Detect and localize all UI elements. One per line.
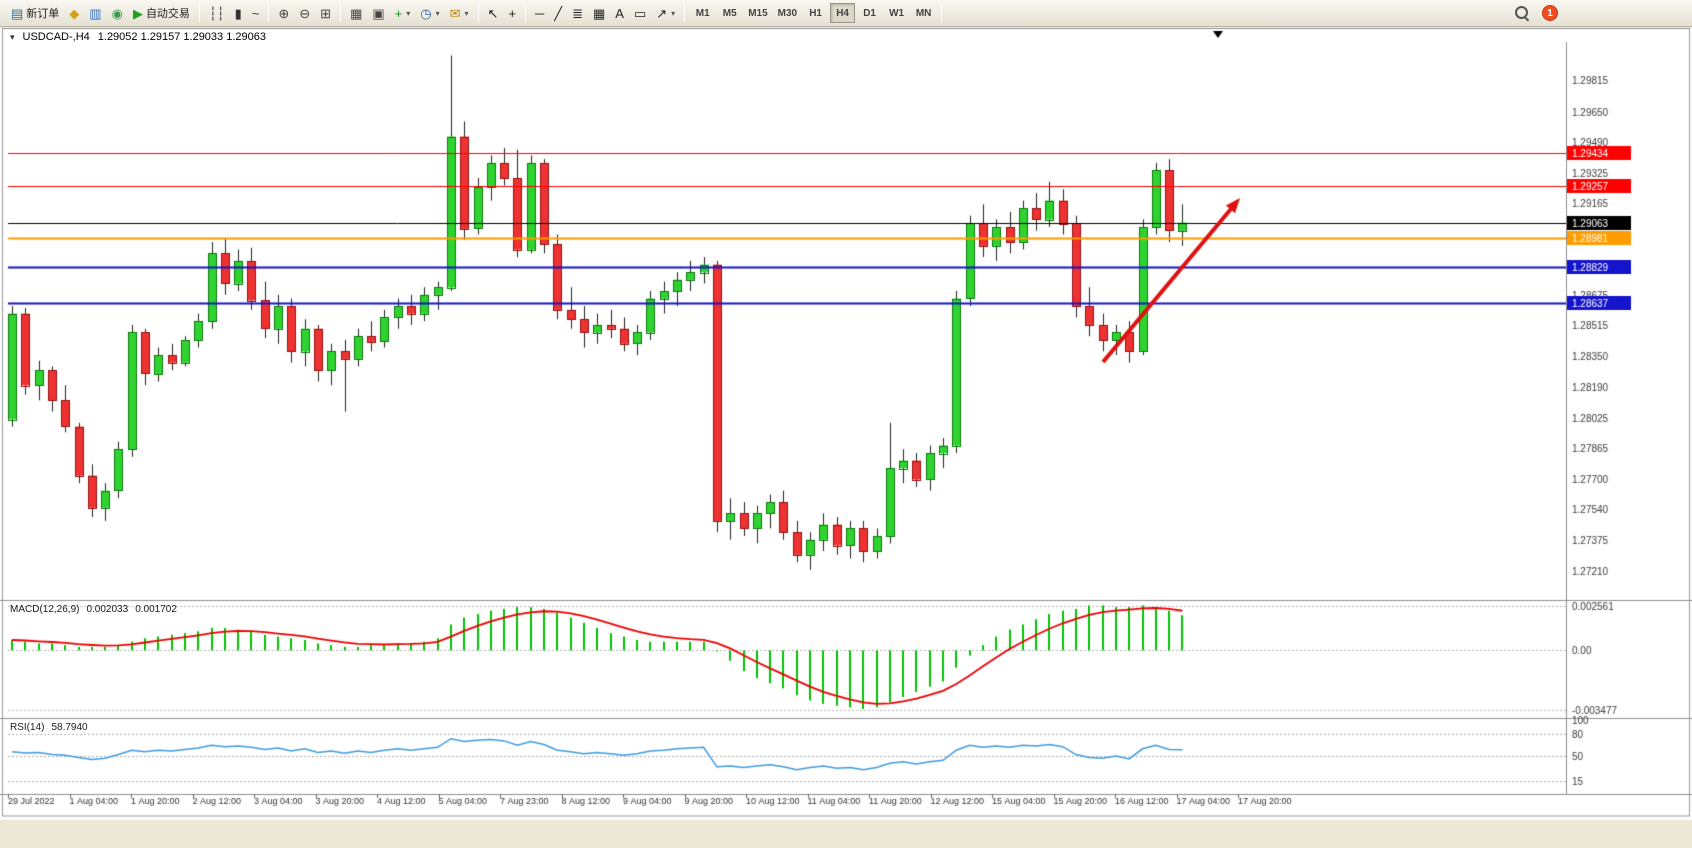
timeframe-d1-button[interactable]: D1: [863, 7, 876, 19]
macd-name: MACD(12,26,9): [10, 604, 80, 615]
dropdown-arrow-icon: ▾: [406, 8, 411, 18]
timeframe-w1-button[interactable]: W1: [889, 7, 905, 19]
timeframe-h4-button[interactable]: H4: [830, 3, 856, 23]
chart-ohlc-quotes: 1.29052 1.29157 1.29033 1.29063: [97, 31, 266, 43]
zoom-in-button[interactable]: ⊕: [273, 2, 294, 24]
text-tool-icon: A: [615, 5, 624, 21]
zoom-in-icon: ⊕: [278, 5, 290, 21]
periods-icon: ◷: [420, 5, 432, 21]
periods-button[interactable]: ◷ ▾: [415, 2, 444, 24]
crosshair-icon: +: [508, 5, 517, 21]
arrange-windows-icon: ▣: [372, 5, 385, 21]
macd-indicator-label: MACD(12,26,9) 0.002033 0.001702: [10, 604, 177, 615]
toolbar-separator: [198, 4, 200, 22]
bar-chart-icon: ┆┆: [208, 5, 225, 21]
crosshair-button[interactable]: +: [503, 2, 521, 24]
chart-profile-button[interactable]: ◆: [64, 2, 84, 24]
cursor-icon: ↖: [487, 5, 499, 21]
macd-signal-value: 0.001702: [135, 604, 177, 615]
market-watch-icon: ▥: [89, 5, 102, 21]
zoom-out-icon: ⊖: [299, 5, 311, 21]
timeframe-m1-button[interactable]: M1: [695, 7, 710, 19]
toolbar-right-cluster: 1: [1515, 5, 1686, 21]
arrows-tool-button[interactable]: ↗ ▾: [651, 2, 680, 24]
search-icon[interactable]: [1515, 5, 1530, 21]
dropdown-arrow-icon: ▾: [671, 8, 676, 18]
toolbar-separator: [941, 4, 943, 22]
line-chart-icon: ~: [251, 5, 260, 21]
timeframe-m15-button[interactable]: M15: [748, 7, 768, 19]
cascade-windows-icon: ▦: [350, 5, 363, 21]
hline-tool-button[interactable]: ─: [530, 2, 549, 24]
shapes-tool-button[interactable]: ▦: [588, 2, 610, 24]
toolbar-separator: [268, 4, 270, 22]
arrows-tool-icon: ↗: [656, 5, 668, 21]
timeframe-m5-button[interactable]: M5: [722, 7, 737, 19]
candle-chart-icon: ▮: [234, 5, 242, 21]
notification-badge[interactable]: 1: [1542, 5, 1558, 21]
rsi-name: RSI(14): [10, 722, 45, 733]
cascade-windows-button[interactable]: ▦: [345, 2, 367, 24]
indicators-button[interactable]: + ▾: [390, 2, 416, 24]
label-tool-icon: ▭: [633, 5, 647, 21]
tile-windows-icon: ⊞: [320, 5, 332, 21]
fibonacci-tool-icon: ≣: [572, 5, 583, 21]
timeframe-mn-button[interactable]: MN: [915, 7, 932, 19]
chart-title-bar: ▾ USDCAD-,H4 1.29052 1.29157 1.29033 1.2…: [10, 31, 266, 43]
fibonacci-tool-button[interactable]: ≣: [567, 2, 588, 24]
chart-symbol-timeframe: USDCAD-,H4: [22, 31, 90, 43]
arrange-windows-button[interactable]: ▣: [367, 2, 389, 24]
toolbar-separator: [340, 4, 342, 22]
rsi-indicator-label: RSI(14) 58.7940: [10, 722, 88, 733]
cursor-button[interactable]: ↖: [483, 2, 504, 24]
navigator-button[interactable]: ◉: [107, 2, 128, 24]
timeframe-m30-button[interactable]: M30: [777, 7, 798, 19]
chart-profile-icon: ◆: [69, 5, 80, 21]
auto-trading-icon: ▶: [132, 5, 143, 21]
timeframe-h1-button[interactable]: H1: [809, 7, 822, 19]
hline-tool-icon: ─: [535, 5, 545, 21]
toolbar-separator: [684, 4, 686, 22]
new-order-label: 新订单: [26, 8, 60, 20]
indicators-icon: +: [394, 5, 403, 21]
label-tool-button[interactable]: ▭: [629, 2, 651, 24]
new-order-button[interactable]: ▤ 新订单: [6, 2, 64, 24]
shapes-tool-icon: ▦: [593, 5, 606, 21]
line-chart-button[interactable]: ~: [247, 2, 265, 24]
price-chart-canvas[interactable]: [0, 28, 1692, 820]
templates-icon: ✉: [449, 5, 461, 21]
toolbar-buttons: ▤ 新订单 ◆ ▥ ◉ ▶ 自动交易 ┆┆ ▮ ~ ⊕ ⊖ ⊞ ▦ ▣ + ▾ ◷ ▾ ✉ ▾ ↖ + ─ ╱ ≣ ▦ A ▭ ↗ ▾ M1 M…: [6, 0, 946, 26]
tile-windows-button[interactable]: ⊞: [315, 2, 336, 24]
auto-trading-button[interactable]: ▶ 自动交易: [128, 2, 195, 24]
trendline-tool-button[interactable]: ╱: [549, 2, 567, 24]
bar-chart-button[interactable]: ┆┆: [204, 2, 230, 24]
candle-chart-button[interactable]: ▮: [230, 2, 247, 24]
toolbar-separator: [525, 4, 527, 22]
dropdown-arrow-icon: ▾: [435, 8, 440, 18]
chart-menu-icon[interactable]: ▾: [10, 31, 15, 42]
trendline-tool-icon: ╱: [554, 5, 563, 21]
auto-trading-label: 自动交易: [145, 8, 190, 20]
dropdown-arrow-icon: ▾: [464, 8, 469, 18]
main-toolbar: ▤ 新订单 ◆ ▥ ◉ ▶ 自动交易 ┆┆ ▮ ~ ⊕ ⊖ ⊞ ▦ ▣ + ▾ ◷ ▾ ✉ ▾ ↖ + ─ ╱ ≣ ▦ A ▭ ↗ ▾ M1 M…: [0, 0, 1692, 27]
rsi-value: 58.7940: [51, 722, 88, 733]
templates-button[interactable]: ✉ ▾: [445, 2, 474, 24]
market-watch-button[interactable]: ▥: [84, 2, 106, 24]
navigator-icon: ◉: [111, 5, 123, 21]
new-order-icon: ▤: [11, 5, 24, 21]
macd-main-value: 0.002033: [86, 604, 129, 615]
toolbar-separator: [477, 4, 479, 22]
zoom-out-button[interactable]: ⊖: [294, 2, 315, 24]
text-tool-button[interactable]: A: [610, 2, 629, 24]
